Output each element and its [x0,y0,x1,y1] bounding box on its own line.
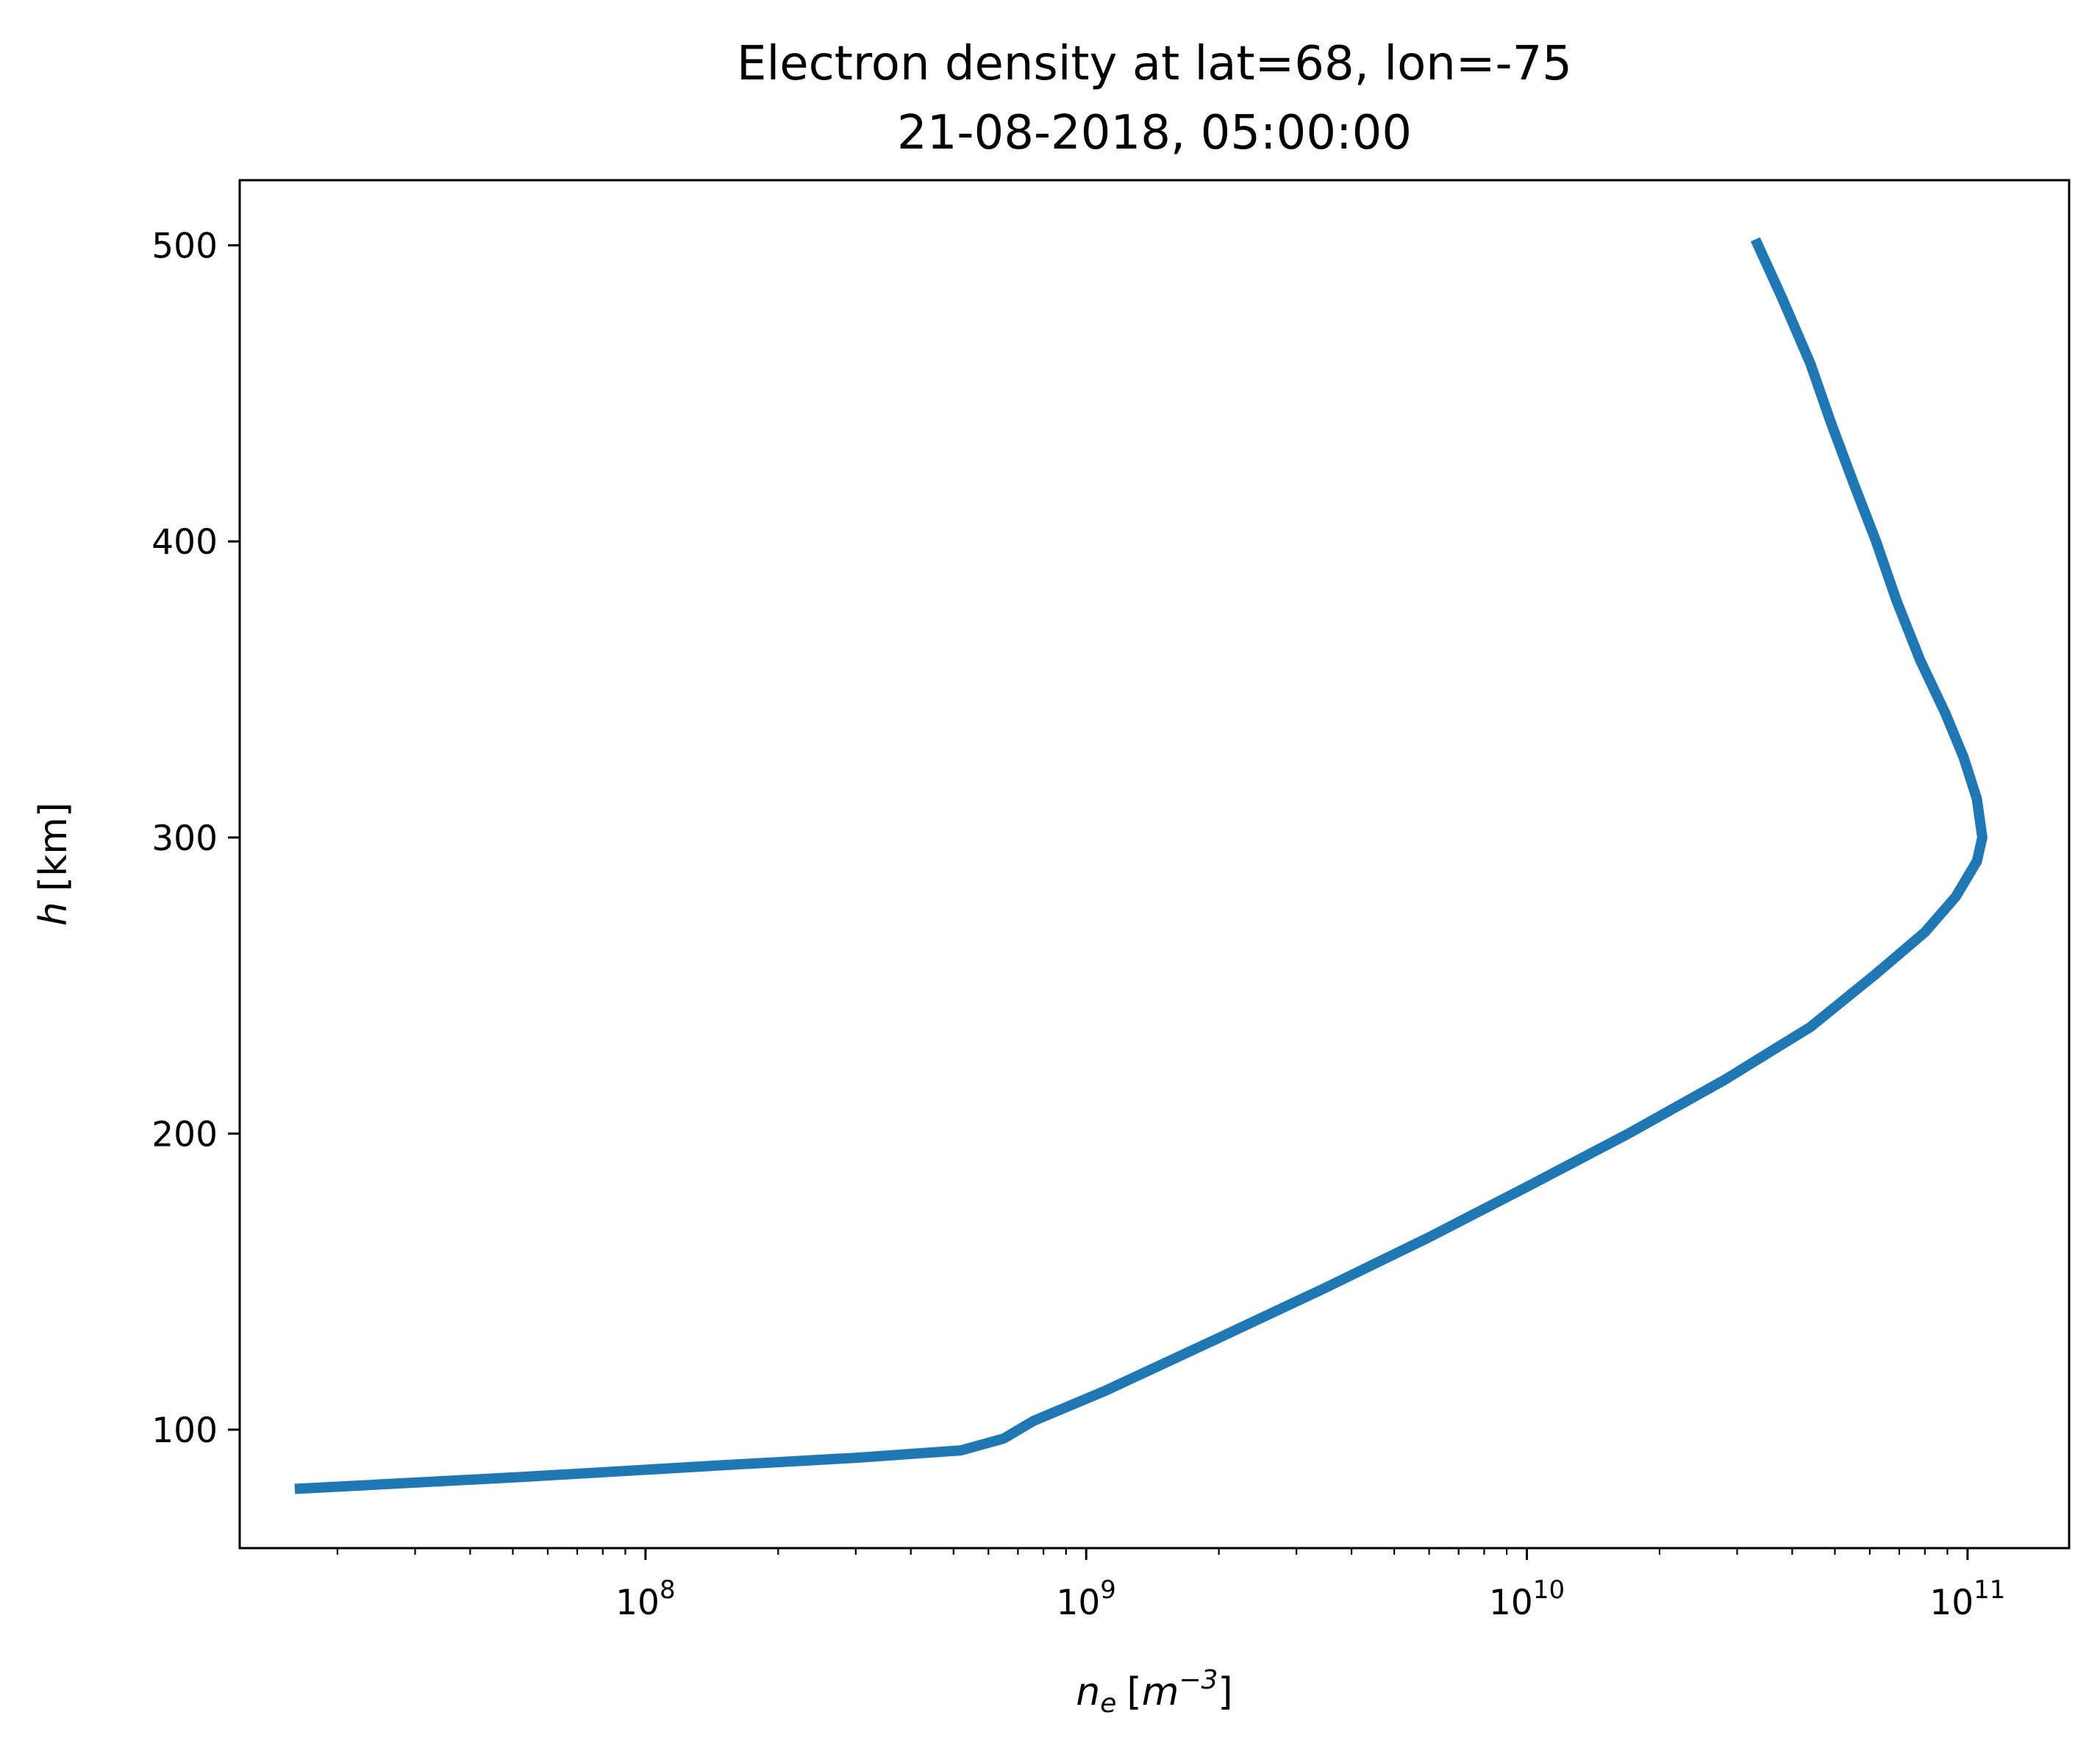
y-tick-label: 100 [151,1411,218,1451]
x-tick-base: 10 [615,1583,660,1623]
chart-title-line1: Electron density at lat=68, lon=-75 [737,37,1572,91]
series-line [294,237,1988,1494]
x-tick-label: 1011 [1929,1575,2005,1623]
x-tick-exp: 11 [1974,1575,2005,1605]
plot-frame [238,179,2071,1550]
x-tick-exp: 8 [660,1575,676,1605]
y-tick-label: 200 [151,1114,218,1155]
x-tick-label: 1010 [1489,1575,1565,1623]
y-tick-label: 400 [151,522,218,563]
x-axis-label: ne [m−3] [1076,1665,1232,1719]
x-tick-label: 109 [1056,1575,1115,1623]
x-label-sub: e [1100,1689,1116,1719]
x-tick-base: 10 [1056,1583,1100,1623]
x-tick-base: 10 [1489,1583,1533,1623]
y-tick-label: 500 [151,227,218,267]
y-label-unit: [km] [32,802,76,891]
x-label-unit-base: m [1142,1670,1179,1714]
x-tick-label: 108 [615,1575,675,1623]
y-label-var: h [32,902,76,926]
x-label-bracket-close: ] [1218,1670,1232,1714]
x-label-unit-sup: −3 [1179,1665,1218,1695]
chart-title-line2: 21-08-2018, 05:00:00 [897,106,1412,160]
y-axis-label: h [km] [32,802,76,926]
x-tick-exp: 9 [1100,1575,1116,1605]
x-axis-ticks: 108 109 1010 1011 [615,1548,2005,1623]
x-tick-exp: 10 [1533,1575,1565,1605]
x-label-bracket-open: [ [1126,1670,1141,1714]
x-label-base: n [1076,1670,1100,1714]
y-tick-label: 300 [151,819,218,859]
y-axis-ticks: 100 200 300 400 500 [151,227,240,1451]
x-tick-base: 10 [1929,1583,1974,1623]
